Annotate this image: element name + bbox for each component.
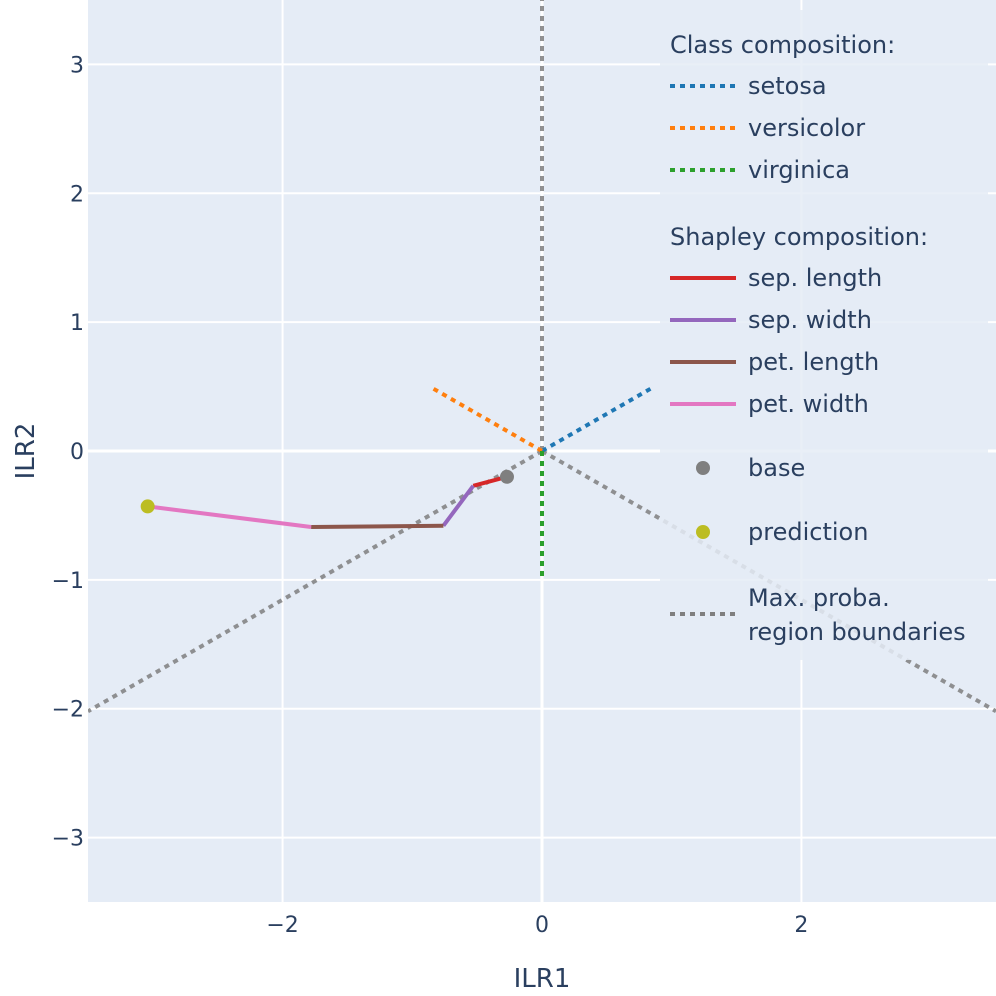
boundary-line [88,449,543,714]
legend-item-label: Max. proba. [748,584,890,612]
legend-item-label: setosa [748,72,827,100]
base-point [499,469,514,484]
legend-group-title: Shapley composition: [670,223,928,251]
y-axis-title: ILR2 [11,423,41,480]
x-tick-label: 0 [535,913,549,938]
shapley-line [441,484,475,527]
legend-item-label: sep. length [748,264,882,292]
tick-labels: −2 0 2 −3 −2 −1 0 1 2 3 [52,53,809,938]
legend-item-label: base [748,454,805,482]
legend-item-label: prediction [748,518,868,546]
y-tick-label: 2 [70,182,84,207]
class-line-versicolor [428,384,543,453]
legend-item-label: versicolor [748,114,865,142]
shapley-line [147,504,312,530]
legend-item-label: virginica [748,156,850,184]
class-line-setosa [541,384,656,453]
y-tick-label: 3 [70,53,84,78]
legend-item-label: sep. width [748,306,872,334]
y-tick-label: 0 [70,440,84,465]
y-tick-label: −3 [52,827,84,852]
legend-marker [696,461,710,475]
legend-item-label: region boundaries [748,618,966,646]
legend-item-label: pet. width [748,390,869,418]
x-axis-title: ILR1 [514,964,571,994]
y-tick-label: −2 [52,698,84,723]
y-tick-label: −1 [52,569,84,594]
legend: Class composition: setosa versicolor virgin… [660,10,988,660]
legend-group-title: Class composition: [670,31,895,59]
prediction-point [140,499,155,514]
x-tick-label: 2 [794,913,808,938]
shapley-line [311,523,444,530]
y-tick-label: 1 [70,311,84,336]
legend-box [660,10,988,660]
x-tick-label: −2 [266,913,298,938]
legend-item-label: pet. length [748,348,879,376]
legend-marker [696,525,710,539]
